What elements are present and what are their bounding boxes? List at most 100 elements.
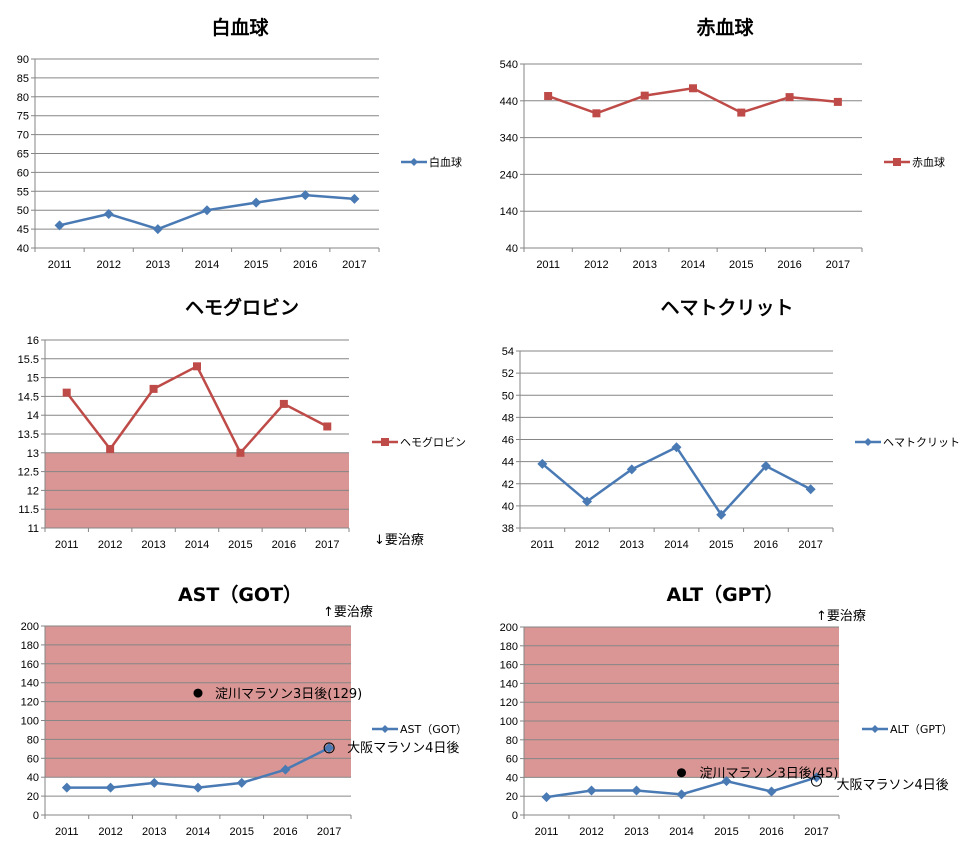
y-tick-label: 90 xyxy=(17,54,29,66)
data-point xyxy=(324,742,335,753)
y-tick-label: 15.5 xyxy=(18,354,39,366)
x-tick-label: 2015 xyxy=(229,826,253,838)
x-tick-label: 2012 xyxy=(584,259,608,271)
data-point xyxy=(582,496,593,507)
y-tick-label: 440 xyxy=(500,96,518,108)
x-tick-label: 2011 xyxy=(536,259,560,271)
x-tick-label: 2015 xyxy=(729,259,753,271)
y-tick-label: 42 xyxy=(502,479,514,491)
y-tick-label: 60 xyxy=(506,754,518,766)
annotation-label: 淀川マラソン3日後(45) xyxy=(700,767,839,782)
x-tick-label: 2014 xyxy=(664,539,688,551)
chart-title: ヘモグロビン xyxy=(185,296,299,319)
chart-4: 38 40 42 44 46 48 50 52 54 2011 2012 2013 2014 2015 20… xyxy=(502,297,960,551)
x-tick-label: 2013 xyxy=(141,539,165,551)
y-tick-label: 40 xyxy=(17,243,29,255)
y-tick-label: 50 xyxy=(502,390,514,402)
y-tick-label: 38 xyxy=(502,523,514,535)
x-tick-label: 2014 xyxy=(186,826,210,838)
data-point xyxy=(236,777,247,788)
x-tick-label: 2014 xyxy=(185,539,209,551)
y-tick-label: 75 xyxy=(17,111,29,123)
data-point xyxy=(689,84,697,93)
data-point xyxy=(193,362,201,371)
data-point xyxy=(785,93,794,102)
data-point xyxy=(760,461,771,472)
chart-title: AST（GOT） xyxy=(178,583,302,606)
legend-label: AST（GOT） xyxy=(400,723,467,736)
x-tick-label: 2013 xyxy=(624,826,648,838)
data-point xyxy=(541,792,552,803)
y-tick-label: 140 xyxy=(21,678,39,690)
y-tick-label: 160 xyxy=(21,659,39,671)
data-point xyxy=(721,776,732,787)
y-tick-label: 14 xyxy=(27,410,39,422)
legend-swatch-marker xyxy=(893,158,901,166)
data-point xyxy=(54,220,65,231)
y-tick-label: 80 xyxy=(27,734,39,746)
x-tick-label: 2015 xyxy=(709,539,733,551)
y-tick-label: 60 xyxy=(17,167,29,179)
x-tick-label: 2013 xyxy=(142,826,166,838)
x-tick-label: 2011 xyxy=(531,539,555,551)
annotation-label: 大阪マラソン4日後 xyxy=(837,778,949,793)
y-tick-label: 80 xyxy=(17,92,29,104)
x-tick-label: 2012 xyxy=(98,539,122,551)
x-tick-label: 2016 xyxy=(273,826,297,838)
annotation-label: ↑要治療 xyxy=(323,605,373,620)
data-point xyxy=(631,785,642,796)
x-tick-label: 2015 xyxy=(228,539,252,551)
y-tick-label: 40 xyxy=(502,501,514,513)
data-point xyxy=(640,91,649,100)
data-point xyxy=(103,208,114,219)
y-tick-label: 52 xyxy=(502,368,514,380)
y-tick-label: 240 xyxy=(500,169,518,181)
x-tick-label: 2012 xyxy=(575,539,599,551)
legend-swatch-marker xyxy=(864,438,872,446)
x-tick-label: 2014 xyxy=(681,259,705,271)
data-point xyxy=(805,484,816,495)
data-point xyxy=(323,422,332,431)
annotation-label: ↓要治療 xyxy=(374,533,424,548)
data-point xyxy=(349,193,360,204)
legend-label: 赤血球 xyxy=(912,155,945,169)
legend-label: 白血球 xyxy=(429,155,462,169)
data-point xyxy=(61,782,72,793)
legend-label: ヘマトクリット xyxy=(883,436,960,449)
y-tick-label: 40 xyxy=(506,243,518,255)
x-tick-label: 2017 xyxy=(826,259,850,271)
data-point xyxy=(149,384,158,393)
y-tick-label: 80 xyxy=(506,735,518,747)
x-tick-label: 2013 xyxy=(632,259,656,271)
x-tick-label: 2011 xyxy=(55,826,79,838)
x-tick-label: 2017 xyxy=(798,539,822,551)
x-tick-label: 2016 xyxy=(754,539,778,551)
x-tick-label: 2012 xyxy=(96,259,120,271)
y-tick-label: 160 xyxy=(500,660,518,672)
data-point xyxy=(737,108,746,117)
y-tick-label: 60 xyxy=(27,753,39,765)
legend-label: ヘモグロビン xyxy=(400,435,466,449)
y-tick-label: 54 xyxy=(502,346,514,358)
chart-title: 赤血球 xyxy=(696,16,754,39)
data-point xyxy=(193,782,203,793)
y-tick-label: 50 xyxy=(17,205,29,217)
chart-2: 40 140 240 340 440 540 2011 2012 2013 2014 2015 201… xyxy=(500,16,945,271)
x-tick-label: 2016 xyxy=(293,259,317,271)
y-tick-label: 44 xyxy=(502,457,514,469)
chart-5: 0 20 40 60 80 100 120 140 160 180 200 2011 2012 2013 2… xyxy=(21,583,468,838)
data-point xyxy=(202,205,212,216)
y-tick-label: 100 xyxy=(21,716,39,728)
y-tick-label: 540 xyxy=(500,59,518,71)
annotation-marker xyxy=(677,768,686,778)
x-tick-label: 2017 xyxy=(804,826,828,838)
y-tick-label: 46 xyxy=(502,435,514,447)
data-point xyxy=(280,764,291,775)
y-tick-label: 120 xyxy=(500,697,518,709)
data-point xyxy=(716,509,727,520)
x-tick-label: 2013 xyxy=(146,259,170,271)
y-tick-label: 11.5 xyxy=(18,504,39,516)
data-point xyxy=(671,442,682,453)
data-point xyxy=(251,197,262,208)
